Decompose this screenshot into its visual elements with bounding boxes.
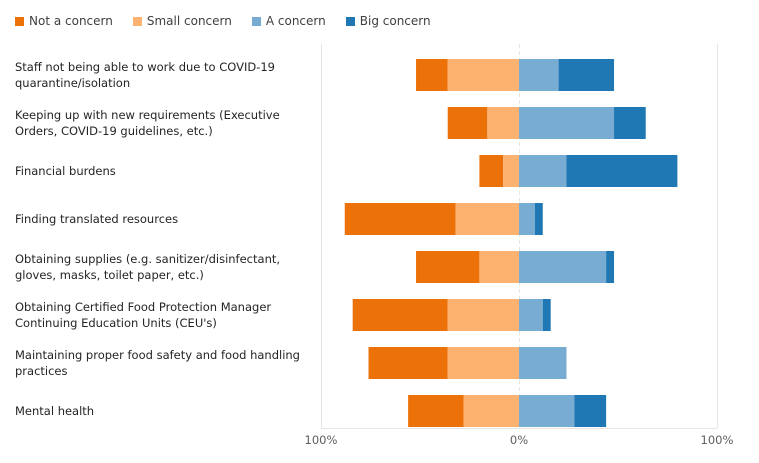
category-label: Obtaining supplies (e.g. sanitizer/disin… [15, 252, 281, 282]
bar-segment-small-concern[interactable] [463, 395, 519, 427]
bar-segment-not-a-concern[interactable] [416, 251, 480, 283]
bar-segment-not-a-concern[interactable] [479, 155, 504, 187]
bar-segment-not-a-concern[interactable] [416, 59, 448, 91]
x-tick-label: 100% [701, 433, 734, 447]
category-label: Obtaining Certified Food Protection Mana… [15, 300, 272, 330]
legend-label: Small concern [146, 14, 232, 28]
category-label: Staff not being able to work due to COVI… [15, 60, 275, 90]
x-tick-label: 100% [305, 433, 338, 447]
legend: Not a concern Small concern A concern Big c… [15, 14, 451, 28]
bar-segment-small-concern[interactable] [447, 347, 519, 379]
bar-segment-not-a-concern[interactable] [408, 395, 464, 427]
category-label: Financial burdens [15, 164, 116, 178]
category-label: Maintaining proper food safety and food … [15, 348, 300, 378]
bar-segment-big-concern[interactable] [606, 251, 615, 283]
bar-segment-big-concern[interactable] [614, 107, 646, 139]
bar-segment-big-concern[interactable] [574, 395, 607, 427]
bar-segment-small-concern[interactable] [455, 203, 519, 235]
legend-item[interactable]: Big concern [345, 14, 431, 28]
legend-item[interactable]: Small concern [132, 14, 232, 28]
bar-segment-not-a-concern[interactable] [352, 299, 448, 331]
legend-label: A concern [265, 14, 326, 28]
bar-segment-not-a-concern[interactable] [368, 347, 448, 379]
category-label: Keeping up with new requirements (Execut… [15, 108, 280, 138]
bar-segment-a-concern[interactable] [519, 347, 567, 379]
bar-segment-not-a-concern[interactable] [447, 107, 488, 139]
bar-segment-a-concern[interactable] [519, 107, 615, 139]
legend-swatch [15, 16, 24, 26]
legend-swatch [251, 16, 261, 26]
legend-item[interactable]: Not a concern [15, 14, 113, 28]
bar-segment-small-concern[interactable] [479, 251, 519, 283]
bar-segment-a-concern[interactable] [519, 203, 535, 235]
legend-label: Not a concern [29, 14, 113, 28]
legend-swatch [132, 16, 142, 26]
bar-segment-small-concern[interactable] [447, 299, 519, 331]
bar-segment-small-concern[interactable] [503, 155, 519, 187]
bar-segment-not-a-concern[interactable] [344, 203, 456, 235]
bar-segment-a-concern[interactable] [519, 155, 567, 187]
legend-item[interactable]: A concern [251, 14, 326, 28]
bar-segment-big-concern[interactable] [542, 299, 551, 331]
bar-segment-a-concern[interactable] [519, 59, 559, 91]
bar-segment-small-concern[interactable] [487, 107, 519, 139]
category-label: Finding translated resources [15, 212, 179, 226]
bar-segment-small-concern[interactable] [447, 59, 519, 91]
legend-label: Big concern [359, 14, 431, 28]
bar-segment-a-concern[interactable] [519, 299, 543, 331]
bar-segment-a-concern[interactable] [519, 395, 575, 427]
bar-segment-big-concern[interactable] [534, 203, 543, 235]
bar-segment-big-concern[interactable] [566, 155, 678, 187]
category-label: Mental health [15, 404, 95, 418]
legend-swatch [345, 16, 355, 26]
bar-segment-a-concern[interactable] [519, 251, 607, 283]
x-tick-label: 0% [510, 433, 528, 447]
bar-segment-big-concern[interactable] [558, 59, 615, 91]
